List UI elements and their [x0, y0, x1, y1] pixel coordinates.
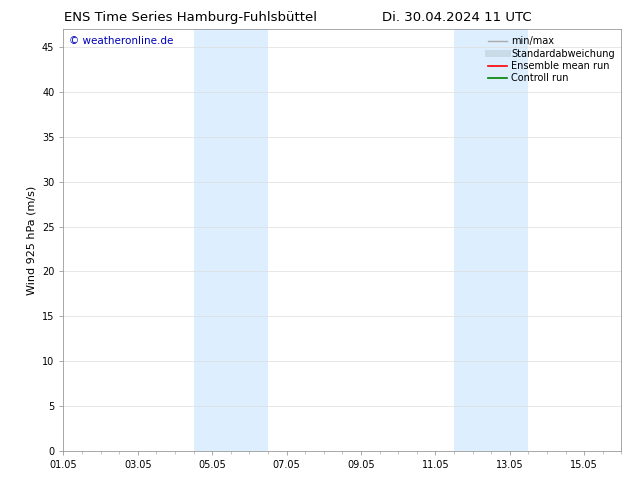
Bar [193, 29, 268, 451]
Bar [454, 29, 528, 451]
Y-axis label: Wind 925 hPa (m/s): Wind 925 hPa (m/s) [27, 186, 36, 294]
Text: © weatheronline.de: © weatheronline.de [69, 36, 173, 46]
Text: ENS Time Series Hamburg-Fuhlsbüttel: ENS Time Series Hamburg-Fuhlsbüttel [63, 11, 317, 24]
Legend: min/max, Standardabweichung, Ensemble mean run, Controll run: min/max, Standardabweichung, Ensemble me… [486, 34, 616, 85]
Text: Di. 30.04.2024 11 UTC: Di. 30.04.2024 11 UTC [382, 11, 531, 24]
